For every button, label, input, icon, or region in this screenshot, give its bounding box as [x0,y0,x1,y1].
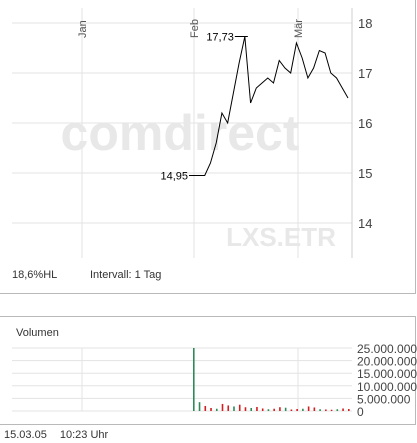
volume-bar [313,407,316,411]
price-y-ticks: 14 15 16 17 18 [358,16,372,231]
price-y-tick-label: 15 [358,166,372,181]
volume-bar [273,408,275,411]
volume-y-tick-label: 10.000.000 [357,380,417,394]
volume-y-ticks: 25.000.00020.000.00015.000.00010.000.000… [357,342,417,419]
volume-bar [319,409,321,411]
volume-bar [296,408,298,411]
interval-label: Intervall: 1 Tag [90,269,162,281]
volume-y-tick-label: 5.000.000 [357,392,411,406]
hl-label: 18,6%HL [12,269,58,281]
price-y-tick-label: 16 [358,116,372,131]
volume-bar [307,406,310,411]
price-y-tick-label: 17 [358,66,372,81]
volume-bar [244,407,247,411]
price-chart-panel [0,0,416,294]
annotation-label: 17,73 [206,32,234,44]
volume-bar [204,405,207,411]
price-grid [12,8,353,258]
price-x-tick-label: Jan [77,20,89,38]
volume-bar [221,403,224,411]
volume-y-tick-label: 25.000.000 [357,342,417,356]
volume-bar [302,408,304,411]
volume-bar [342,408,344,411]
volume-bar [336,409,339,411]
price-series-line [199,36,349,176]
volume-bar [290,409,293,411]
price-y-tick-label: 14 [358,216,372,231]
volume-bar [267,409,270,411]
price-y-tick-label: 18 [358,16,372,31]
volume-bar [238,404,241,411]
volume-bar [256,406,258,411]
annotation-label: 14,95 [160,171,188,183]
volume-bars [193,348,350,411]
price-line-layer [199,36,349,176]
watermark-symbol: LXS.ETR [226,222,336,252]
volume-y-tick-label: 20.000.000 [357,355,417,369]
volume-y-tick-label: 0 [357,405,364,419]
price-x-tick-label: Feb [189,19,201,38]
volume-bar [284,407,287,411]
volume-chart-panel [0,316,416,425]
volume-bar [198,402,201,411]
footer-time: 10:23 Uhr [59,429,109,441]
volume-title: Volumen [16,327,59,339]
price-x-ticks: Jan Feb Mär [77,19,305,38]
volume-bar [233,406,235,411]
volume-bar [348,408,350,411]
volume-bar [325,409,327,411]
watermark-brand: comdirect [61,105,300,161]
price-annotations: 14,95 17,73 [160,32,248,183]
volume-bar [261,408,264,411]
volume-bar [210,407,212,411]
volume-bar [330,409,333,411]
footer-date: 15.03.05 [4,429,47,441]
volume-grid [12,347,352,412]
volume-bar [279,407,281,411]
volume-bar [215,408,218,411]
footer-timestamp: 15.03.05 10:23 Uhr [4,429,118,441]
price-x-tick-label: Mär [293,19,305,38]
volume-bar [193,348,195,411]
volume-bar [250,407,253,411]
volume-y-tick-label: 15.000.000 [357,367,417,381]
volume-bar [227,405,230,411]
